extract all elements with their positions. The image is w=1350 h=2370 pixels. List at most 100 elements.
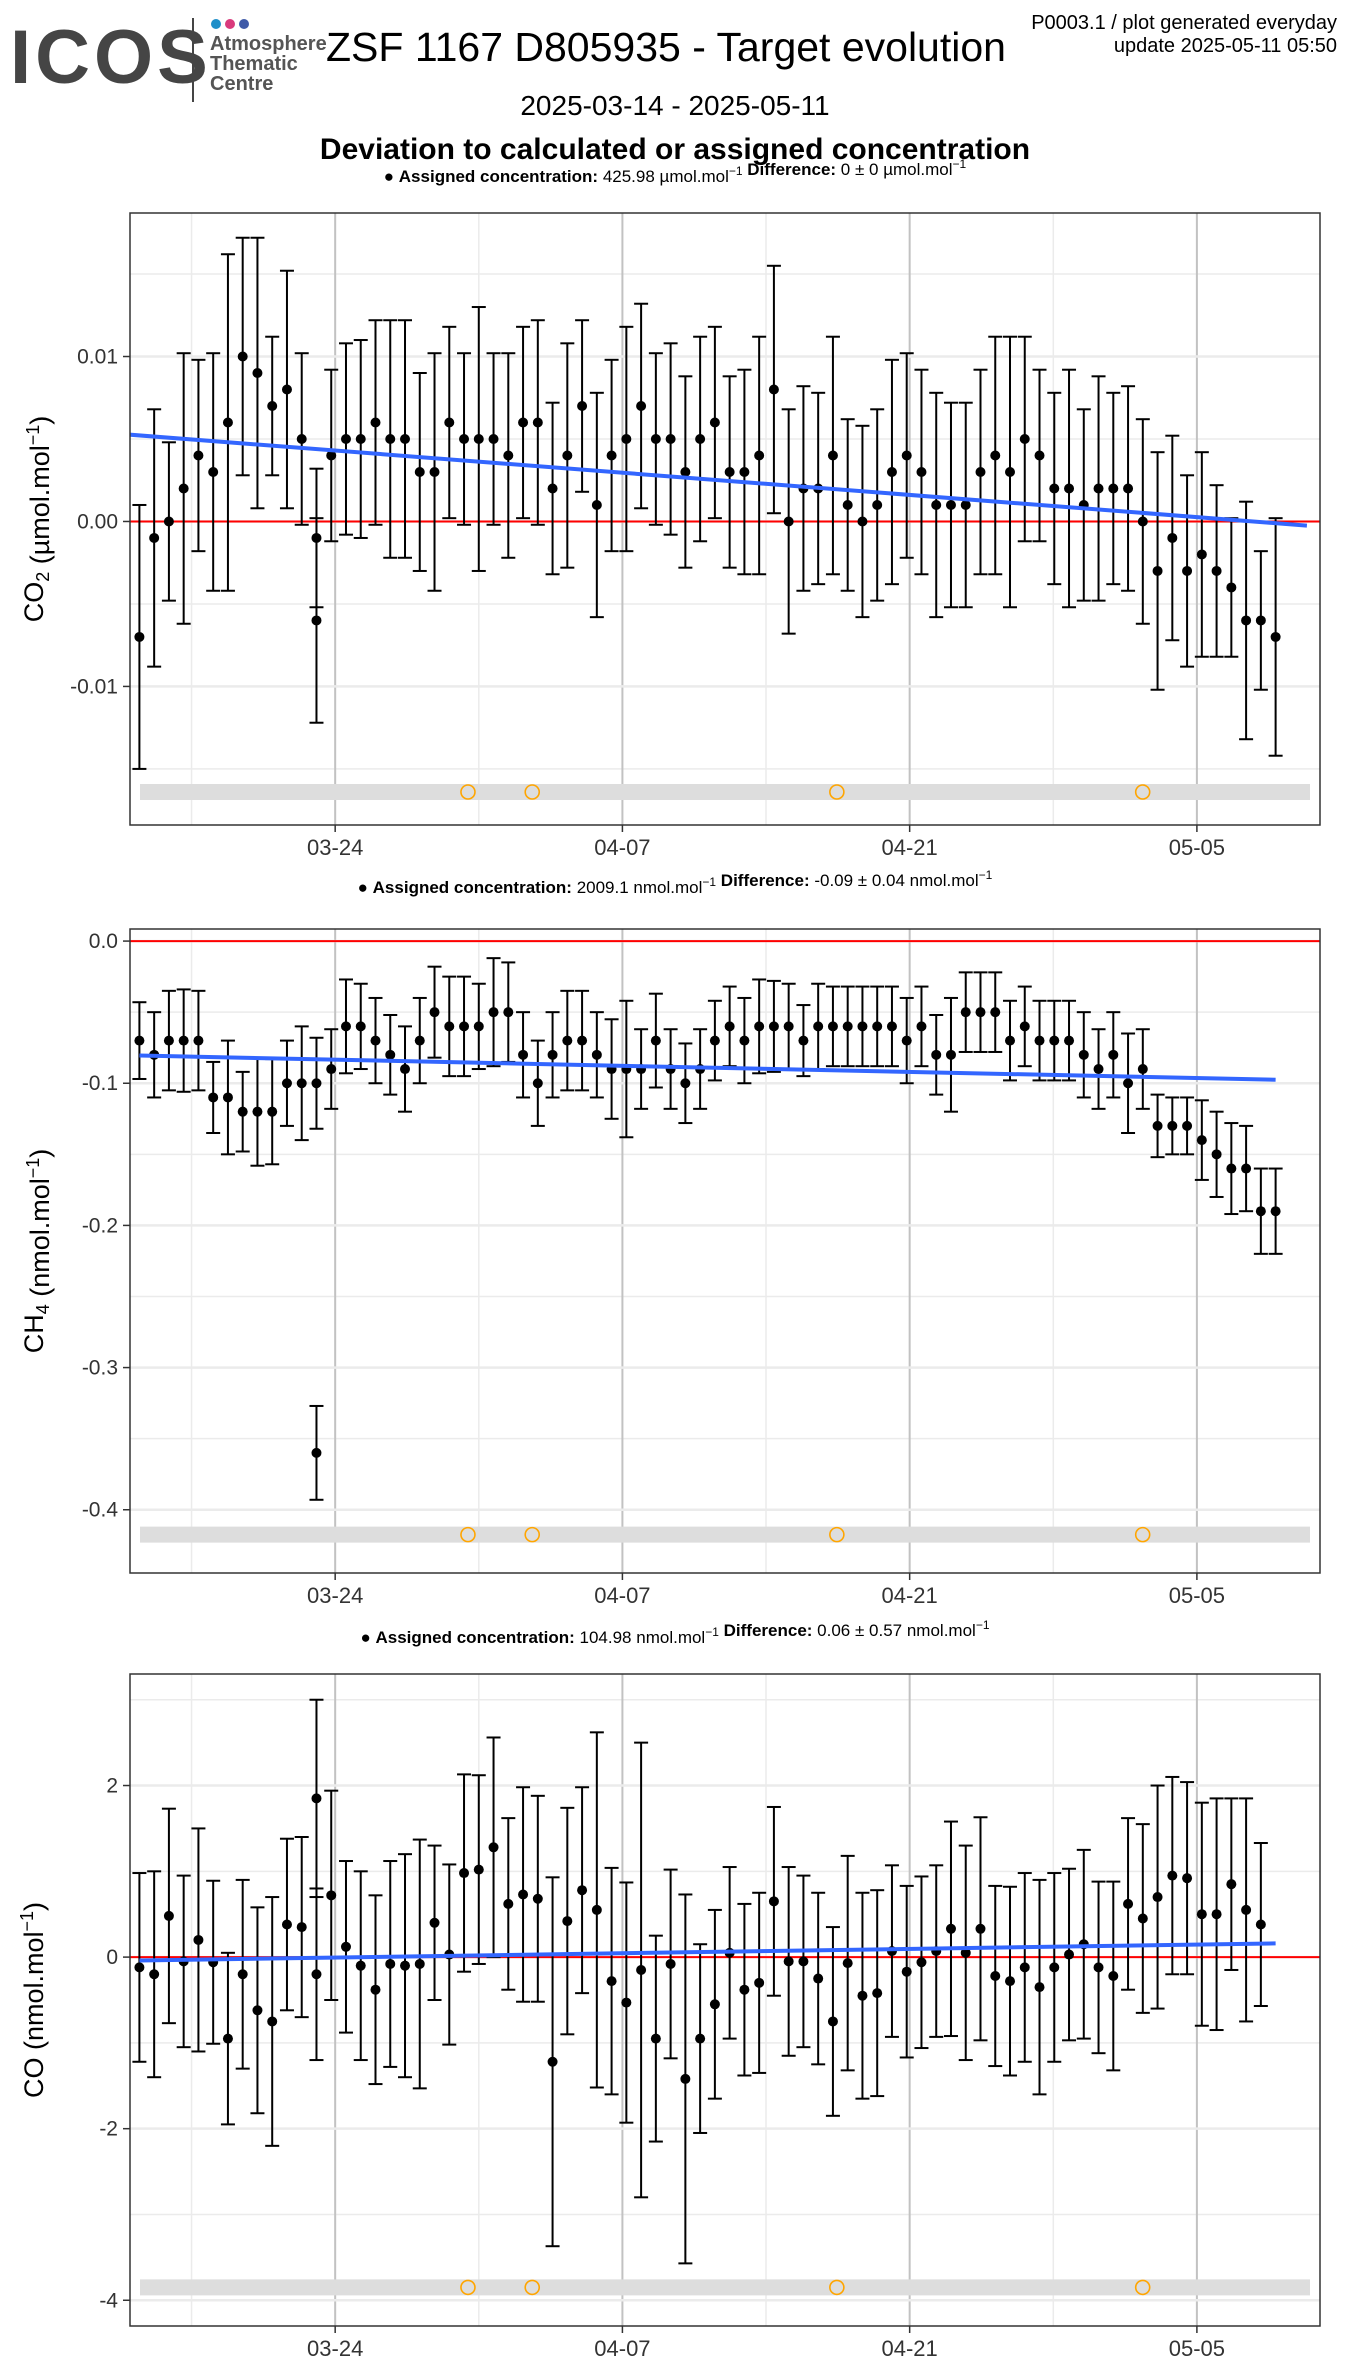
data-point — [1123, 1898, 1134, 1909]
legend-label: Assigned concentration: — [373, 878, 572, 897]
page-header: ICOS Atmosphere Thematic Centre ZSF 1167… — [0, 0, 1350, 190]
data-point — [1182, 1120, 1193, 1131]
data-point — [488, 1842, 499, 1853]
data-point — [931, 499, 942, 510]
y-tick-label: 0 — [106, 1946, 118, 1969]
data-point — [385, 433, 396, 444]
data-point — [267, 2016, 278, 2027]
data-point — [695, 433, 706, 444]
data-point — [222, 417, 233, 428]
trend-line — [130, 432, 1308, 528]
x-tick-label: 04-07 — [594, 835, 650, 860]
y-tick-label: 0.00 — [77, 510, 118, 533]
data-point — [857, 1990, 868, 2001]
legend-label: Assigned concentration: — [375, 1628, 574, 1647]
data-point — [562, 450, 573, 461]
x-tick-label: 04-21 — [882, 2336, 938, 2361]
data-point — [208, 1092, 219, 1103]
data-point — [340, 1941, 351, 1952]
data-point — [429, 466, 440, 477]
data-point — [532, 1893, 543, 1904]
data-point — [916, 1021, 927, 1032]
data-point — [1064, 1949, 1075, 1960]
logo-dot — [211, 19, 221, 29]
flag-marker — [524, 2279, 541, 2296]
y-axis-superscript: −1 — [17, 1911, 37, 1932]
data-point — [650, 1035, 661, 1046]
data-point — [636, 401, 647, 412]
y-axis-close: ) — [25, 416, 55, 425]
data-point — [1005, 1976, 1016, 1987]
data-point — [340, 433, 351, 444]
data-point — [252, 368, 263, 379]
data-point — [163, 1910, 174, 1921]
data-point — [267, 1106, 278, 1117]
data-point — [355, 433, 366, 444]
data-point — [1182, 1873, 1193, 1884]
data-point — [473, 433, 484, 444]
data-point — [1255, 615, 1266, 626]
data-point — [872, 499, 883, 510]
data-point — [252, 2005, 263, 2016]
legend-diff-label: Difference: — [743, 160, 837, 179]
data-point — [444, 417, 455, 428]
data-point — [562, 1916, 573, 1927]
data-point — [813, 1973, 824, 1984]
page-title: ZSF 1167 D805935 - Target evolution — [326, 24, 1006, 70]
data-point — [296, 433, 307, 444]
y-axis-species: CO — [19, 582, 49, 623]
data-point — [1167, 532, 1178, 543]
plot-border — [129, 1673, 1321, 2327]
data-point — [459, 1021, 470, 1032]
y-axis-subscript: 2 — [33, 572, 53, 582]
data-point — [473, 1864, 484, 1875]
data-point — [872, 1988, 883, 1999]
data-point — [252, 1106, 263, 1117]
data-point — [414, 1958, 425, 1969]
legend-diff-unit: µmol.mol — [883, 160, 952, 179]
data-point — [945, 1923, 956, 1934]
data-point — [562, 1035, 573, 1046]
y-tick-label: -0.3 — [82, 1357, 118, 1380]
legend-diff-label: Difference: — [719, 1621, 813, 1640]
legend-diff-unit-sup: −1 — [976, 1618, 990, 1632]
data-point — [1270, 631, 1281, 642]
data-point — [208, 466, 219, 477]
data-point — [931, 1049, 942, 1060]
logo-subtitle: Atmosphere Thematic Centre — [210, 34, 327, 94]
x-tick-label: 04-21 — [882, 1583, 938, 1608]
data-point — [709, 1035, 720, 1046]
data-point — [503, 1007, 514, 1018]
logo-subtitle-line: Centre — [210, 73, 274, 95]
data-point — [916, 1957, 927, 1968]
data-point — [281, 1919, 292, 1930]
data-point — [1152, 565, 1163, 576]
data-point — [296, 1922, 307, 1933]
data-point — [960, 1007, 971, 1018]
data-point — [134, 1962, 145, 1973]
data-point — [1255, 1206, 1266, 1217]
x-tick-label: 04-21 — [882, 835, 938, 860]
data-point — [724, 466, 735, 477]
data-point — [222, 2033, 233, 2044]
data-point — [798, 1035, 809, 1046]
data-point — [178, 483, 189, 494]
trend-line — [139, 1053, 1276, 1082]
data-point — [488, 433, 499, 444]
data-point — [754, 1977, 765, 1988]
data-point — [827, 2016, 838, 2027]
data-point — [768, 1021, 779, 1032]
data-point — [1005, 1035, 1016, 1046]
data-point — [1078, 1049, 1089, 1060]
data-point — [857, 516, 868, 527]
data-point — [990, 1970, 1001, 1981]
data-point — [193, 1035, 204, 1046]
legend-text: ● Assigned concentration: 104.98 nmol.mo… — [360, 1618, 989, 1647]
data-point — [370, 1035, 381, 1046]
flag-marker — [460, 1526, 476, 1543]
data-point — [1019, 1021, 1030, 1032]
data-point — [754, 1021, 765, 1032]
data-point — [621, 433, 632, 444]
data-point — [577, 1885, 588, 1896]
